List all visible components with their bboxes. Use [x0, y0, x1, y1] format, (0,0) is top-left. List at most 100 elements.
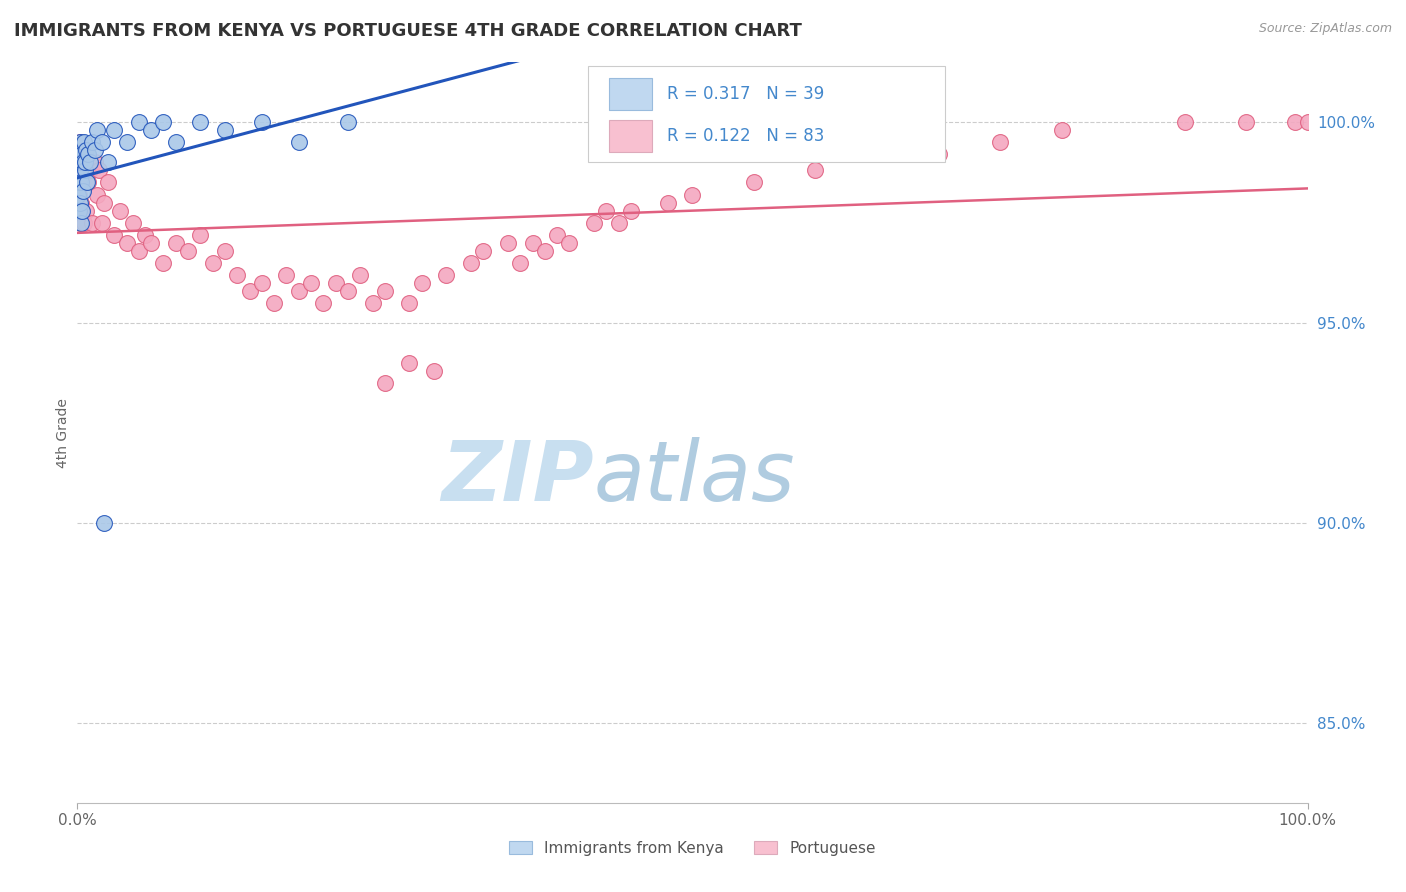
Point — [89, 163, 111, 178]
Point — [201, 255, 224, 269]
Point — [276, 268, 298, 282]
Point — [77, 147, 100, 161]
Point — [607, 215, 630, 229]
Point — [67, 176, 90, 190]
Point — [141, 123, 163, 137]
Point — [226, 268, 249, 282]
Point — [103, 123, 125, 137]
Point — [288, 136, 311, 150]
Point — [69, 136, 91, 150]
Point — [82, 215, 104, 229]
Point — [988, 136, 1011, 150]
Point — [657, 195, 679, 210]
Point — [288, 284, 311, 298]
Y-axis label: 4th Grade: 4th Grade — [56, 398, 70, 467]
Point — [165, 235, 187, 250]
Point — [583, 215, 606, 229]
Point — [263, 295, 285, 310]
Point — [70, 147, 93, 161]
Point — [188, 115, 212, 129]
Point — [67, 155, 90, 169]
Point — [79, 163, 101, 178]
Point — [165, 136, 187, 150]
Point — [86, 123, 108, 137]
Point — [299, 276, 322, 290]
Point — [152, 255, 174, 269]
Point — [69, 163, 91, 178]
Point — [337, 284, 360, 298]
Point — [72, 155, 94, 169]
Point — [509, 255, 531, 269]
Point — [73, 136, 96, 150]
Point — [312, 295, 335, 310]
Point — [115, 136, 138, 150]
Point — [66, 176, 89, 190]
Point — [558, 235, 581, 250]
Point — [90, 215, 114, 229]
Point — [110, 203, 132, 218]
Point — [73, 163, 96, 178]
Point — [928, 147, 950, 161]
Point — [69, 195, 91, 210]
Point — [128, 115, 150, 129]
Point — [72, 155, 94, 169]
Point — [361, 295, 384, 310]
Point — [742, 176, 765, 190]
Point — [72, 184, 94, 198]
Point — [374, 284, 396, 298]
Point — [121, 215, 143, 229]
Point — [436, 268, 458, 282]
Point — [472, 244, 495, 258]
Point — [86, 187, 108, 202]
Point — [188, 227, 212, 242]
Point — [423, 363, 446, 377]
Point — [398, 355, 420, 369]
Bar — [609, 78, 652, 110]
Point — [66, 187, 89, 202]
Point — [804, 163, 827, 178]
Point — [374, 376, 396, 390]
Point — [141, 235, 163, 250]
Point — [496, 235, 519, 250]
Point — [97, 176, 120, 190]
Point — [534, 244, 557, 258]
Point — [73, 215, 96, 229]
Point — [77, 176, 100, 190]
Text: IMMIGRANTS FROM KENYA VS PORTUGUESE 4TH GRADE CORRELATION CHART: IMMIGRANTS FROM KENYA VS PORTUGUESE 4TH … — [14, 22, 801, 40]
Point — [69, 155, 91, 169]
Point — [620, 203, 643, 218]
Point — [177, 244, 200, 258]
Point — [214, 123, 236, 137]
Point — [103, 227, 125, 242]
Point — [93, 195, 115, 210]
Point — [214, 244, 236, 258]
Text: ZIP: ZIP — [441, 436, 595, 517]
Point — [682, 187, 704, 202]
Point — [546, 227, 568, 242]
Point — [97, 155, 120, 169]
Point — [75, 155, 97, 169]
FancyBboxPatch shape — [588, 66, 945, 162]
Point — [83, 144, 105, 158]
Text: R = 0.317   N = 39: R = 0.317 N = 39 — [666, 85, 824, 103]
Point — [349, 268, 371, 282]
Text: atlas: atlas — [595, 436, 796, 517]
Point — [1174, 115, 1197, 129]
Point — [70, 203, 93, 218]
Point — [152, 115, 174, 129]
Point — [70, 203, 93, 218]
Point — [76, 155, 98, 169]
Point — [76, 176, 98, 190]
Point — [250, 276, 273, 290]
Point — [67, 187, 90, 202]
Point — [69, 155, 91, 169]
Point — [67, 147, 90, 161]
Point — [411, 276, 433, 290]
Point — [67, 147, 90, 161]
Point — [134, 227, 156, 242]
Point — [115, 235, 138, 250]
Point — [69, 215, 91, 229]
Point — [90, 136, 114, 150]
Point — [522, 235, 544, 250]
Text: R = 0.122   N = 83: R = 0.122 N = 83 — [666, 127, 824, 145]
